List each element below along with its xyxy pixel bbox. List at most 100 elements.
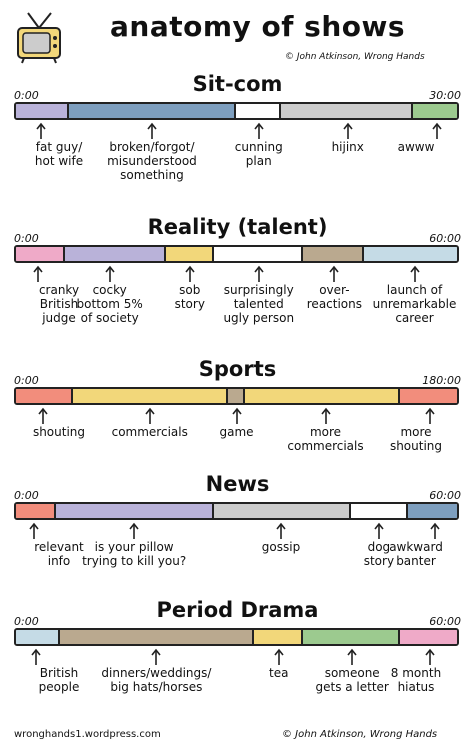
up-arrow-icon [147, 122, 157, 139]
up-arrow-icon [185, 265, 195, 282]
section-title: Reality (talent) [147, 215, 328, 239]
up-arrow-icon [274, 648, 284, 665]
segment-label: cunning plan [234, 140, 283, 168]
timeline-segment [60, 630, 255, 644]
timeline-segment [16, 630, 61, 644]
segment-label: cocky bottom 5% of society [76, 283, 143, 325]
segment-label: surprisingly talented ugly person [223, 283, 295, 325]
timeline-bar [14, 628, 459, 646]
segment-label: is your pillow trying to kill you? [82, 540, 187, 568]
time-start: 0:00 [14, 489, 39, 502]
time-start: 0:00 [14, 89, 39, 102]
up-arrow-icon [347, 648, 357, 665]
timeline-segment [364, 247, 457, 261]
timeline-bar [14, 387, 459, 405]
segment-label: awkward banter [389, 540, 443, 568]
timeline-segment [408, 504, 457, 518]
time-start: 0:00 [14, 615, 39, 628]
timeline-segment [214, 247, 303, 261]
segment-label: cranky British judge [38, 283, 80, 325]
timeline-bar [14, 245, 459, 263]
segment-label: over- reactions [306, 283, 363, 311]
time-start: 0:00 [14, 374, 39, 387]
up-arrow-icon [320, 407, 331, 424]
up-arrow-icon [31, 648, 41, 665]
timeline-segment [227, 389, 246, 403]
timeline-segment [73, 389, 228, 403]
segment-label: commercials [111, 425, 188, 439]
time-start: 0:00 [14, 232, 39, 245]
up-arrow-icon [151, 648, 162, 665]
section-title: Sports [198, 357, 277, 381]
timeline-segment [16, 504, 56, 518]
up-arrow-icon [105, 265, 115, 282]
up-arrow-icon [231, 407, 242, 424]
timeline-bar [14, 102, 459, 120]
timeline-segment [55, 504, 215, 518]
timeline-segment [165, 247, 215, 261]
section-title: News [205, 472, 270, 496]
segment-label: sob story [174, 283, 205, 311]
timeline-segment [302, 630, 400, 644]
segment-label: hijinx [331, 140, 364, 154]
timeline-segment [68, 104, 237, 118]
segment-label: shouting [32, 425, 86, 439]
segment-label: game [219, 425, 254, 439]
credit-top: © John Atkinson, Wrong Hands [285, 52, 425, 62]
up-arrow-icon [36, 122, 46, 139]
segment-label: launch of unremarkable career [372, 283, 457, 325]
up-arrow-icon [374, 522, 384, 539]
timeline-segment [412, 104, 457, 118]
segment-label: dog story [363, 540, 395, 568]
up-arrow-icon [432, 122, 442, 139]
up-arrow-icon [425, 648, 435, 665]
tv-icon [17, 12, 61, 64]
segment-label: relevant info [34, 540, 84, 568]
page-title: anatomy of shows [110, 10, 406, 43]
up-arrow-icon [425, 407, 435, 424]
timeline-segment [280, 104, 413, 118]
time-end: 60:00 [429, 489, 461, 502]
timeline-segment [16, 389, 74, 403]
up-arrow-icon [343, 122, 353, 139]
timeline-segment [245, 389, 400, 403]
timeline-segment [64, 247, 166, 261]
up-arrow-icon [254, 265, 264, 282]
up-arrow-icon [276, 522, 286, 539]
time-end: 60:00 [429, 232, 461, 245]
up-arrow-icon [429, 522, 440, 539]
timeline-segment [16, 104, 69, 118]
up-arrow-icon [409, 265, 420, 282]
footer-url: wronghands1.wordpress.com [14, 729, 161, 740]
segment-label: broken/forgot/ misunderstood something [107, 140, 197, 182]
segment-label: dinners/weddings/ big hats/horses [101, 666, 212, 694]
up-arrow-icon [38, 407, 48, 424]
segment-label: more shouting [389, 425, 443, 453]
segment-label: fat guy/ hot wife [34, 140, 84, 168]
section-title: Sit-com [192, 72, 283, 96]
time-end: 30:00 [429, 89, 461, 102]
time-end: 180:00 [422, 374, 461, 387]
segment-label: tea [269, 666, 289, 680]
time-end: 60:00 [429, 615, 461, 628]
segment-label: 8 month hiatus [390, 666, 442, 694]
segment-label: awww [397, 140, 435, 154]
segment-label: someone gets a letter [315, 666, 389, 694]
up-arrow-icon [29, 522, 39, 539]
timeline-bar [14, 502, 459, 520]
up-arrow-icon [254, 122, 264, 139]
footer-credit: © John Atkinson, Wrong Hands [282, 729, 438, 740]
up-arrow-icon [145, 407, 155, 424]
timeline-segment [302, 247, 365, 261]
up-arrow-icon [329, 265, 340, 282]
timeline-segment [351, 504, 409, 518]
segment-label: more commercials [287, 425, 364, 453]
up-arrow-icon [33, 265, 44, 282]
timeline-segment [399, 630, 457, 644]
section-title: Period Drama [156, 598, 319, 622]
timeline-segment [399, 389, 457, 403]
timeline-segment [16, 247, 65, 261]
segment-label: British people [38, 666, 80, 694]
segment-label: gossip [261, 540, 301, 554]
